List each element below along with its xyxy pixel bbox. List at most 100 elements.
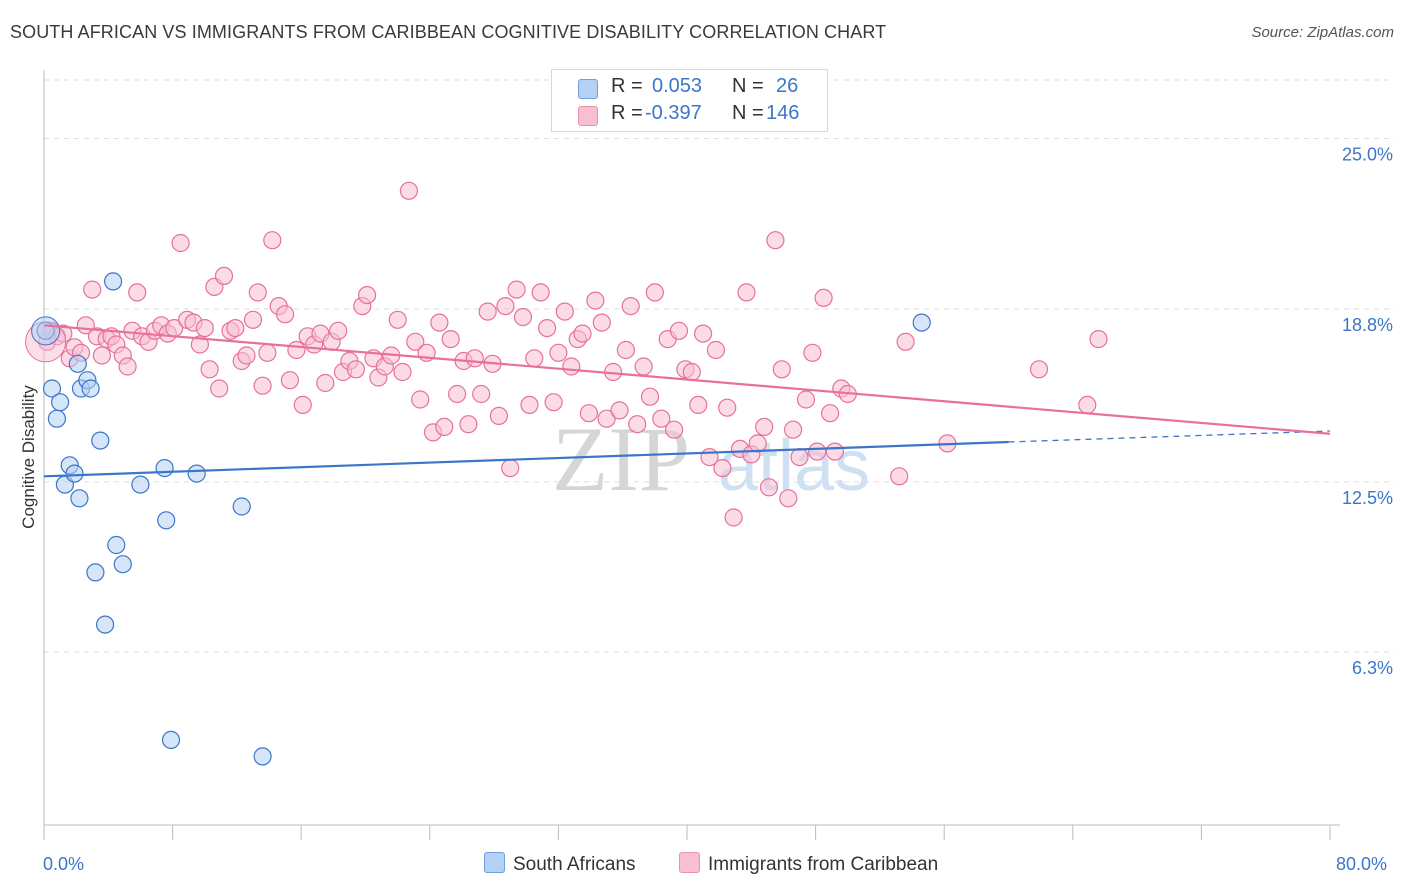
data-point [214,266,234,285]
data-point [755,417,774,436]
data-point [682,362,701,382]
data-point [693,324,713,343]
data-point [489,406,508,425]
data-point [406,332,425,351]
y-tick-label: 18.8% [1342,315,1393,335]
data-point [531,283,550,302]
data-point [610,401,629,420]
data-point [248,283,267,302]
data-point [783,420,803,439]
data-point [520,395,539,414]
legend-r-label: R = [611,75,643,97]
data-point [912,313,931,332]
data-point [896,332,915,351]
bottom-legend-swatch-blue [484,852,505,873]
data-point [796,390,816,409]
data-point [513,308,533,327]
data-point [131,475,150,494]
y-tick-labels: 6.3% 12.5% 18.8% 25.0% [1342,145,1393,678]
data-point [592,313,611,332]
data-point [42,379,62,398]
legend-r-value: -0.397 [645,102,702,124]
data-point [537,319,557,338]
data-point [70,489,89,508]
data-point [95,615,115,634]
data-point [621,297,640,316]
data-point [664,420,684,439]
data-point [820,404,840,423]
data-point [276,305,295,324]
data-point [86,563,105,582]
data-point [645,283,665,302]
data-point [616,340,636,360]
data-point [597,409,616,428]
data-point [50,393,70,412]
y-tick-label: 12.5% [1342,488,1393,508]
data-point [237,346,256,365]
data-point [814,288,833,307]
data-point [253,747,272,766]
data-point [448,384,467,404]
data-point [190,335,209,354]
legend-swatch-blue [578,79,598,99]
data-point [496,297,515,316]
data-point [586,291,605,310]
data-point [226,319,245,338]
data-point [640,387,660,406]
data-point [47,409,67,428]
data-point [1078,395,1097,414]
south-african-points [31,272,931,766]
data-point [737,283,756,302]
data-point [689,395,708,414]
data-point [525,349,544,368]
data-point [459,415,478,434]
data-point [890,467,909,486]
data-point [358,286,377,305]
data-point [161,730,181,750]
data-point [724,508,743,527]
chart-title: SOUTH AFRICAN VS IMMIGRANTS FROM CARIBBE… [10,22,887,42]
bottom-legend-label: Immigrants from Caribbean [708,854,939,875]
legend-r-value: 0.053 [652,75,703,97]
data-point [435,417,454,436]
data-point [562,357,581,376]
data-point [92,346,112,365]
legend-n-label: N = [732,102,764,124]
data-point [293,395,312,414]
data-point [706,340,726,360]
data-point [472,384,491,404]
trend-line-south-africans-extension [1008,430,1331,443]
data-point [465,349,484,368]
data-point [579,404,599,423]
data-point [187,464,206,483]
legend-n-value: 26 [776,75,799,97]
data-point [573,324,592,343]
data-point [501,459,520,478]
data-point [113,555,132,574]
data-point [1089,330,1108,349]
data-point [200,360,219,379]
data-point [634,357,653,376]
data-point [210,379,229,398]
data-point [669,321,689,340]
data-point [232,497,251,516]
data-point [280,371,299,390]
legend-n-label: N = [732,75,764,97]
data-point [790,448,809,467]
data-point [803,343,822,362]
bottom-legend-swatch-pink [679,852,700,873]
legend-r-label: R = [611,102,643,124]
data-point [157,511,176,530]
data-point [1029,360,1049,379]
data-point [171,233,190,253]
data-point [393,362,412,382]
data-point [128,283,147,302]
legend-swatch-pink [578,106,598,126]
trend-line-south-africans [43,440,1009,478]
data-point [652,409,671,428]
data-point [65,464,84,483]
data-point [544,393,563,412]
x-tick-label-min: 0.0% [43,854,84,874]
y-tick-label: 25.0% [1342,145,1393,165]
